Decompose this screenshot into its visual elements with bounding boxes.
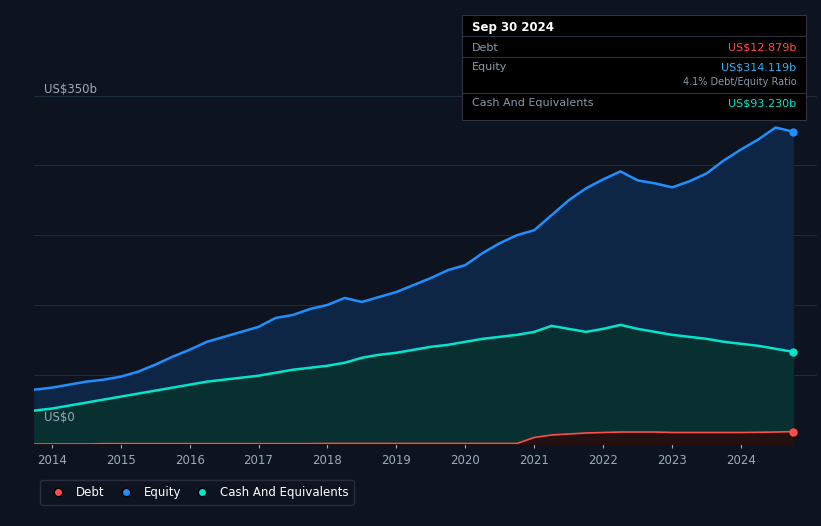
- Text: Sep 30 2024: Sep 30 2024: [472, 22, 554, 34]
- Text: US$350b: US$350b: [44, 83, 97, 96]
- Text: US$0: US$0: [44, 411, 75, 423]
- Text: US$12.879b: US$12.879b: [728, 43, 796, 53]
- Text: Cash And Equivalents: Cash And Equivalents: [472, 98, 594, 108]
- Text: Equity: Equity: [472, 62, 507, 73]
- Text: Debt: Debt: [472, 43, 499, 53]
- Text: US$314.119b: US$314.119b: [721, 62, 796, 73]
- Legend: Debt, Equity, Cash And Equivalents: Debt, Equity, Cash And Equivalents: [40, 480, 355, 505]
- Text: US$93.230b: US$93.230b: [728, 98, 796, 108]
- Text: 4.1% Debt/Equity Ratio: 4.1% Debt/Equity Ratio: [683, 77, 796, 87]
